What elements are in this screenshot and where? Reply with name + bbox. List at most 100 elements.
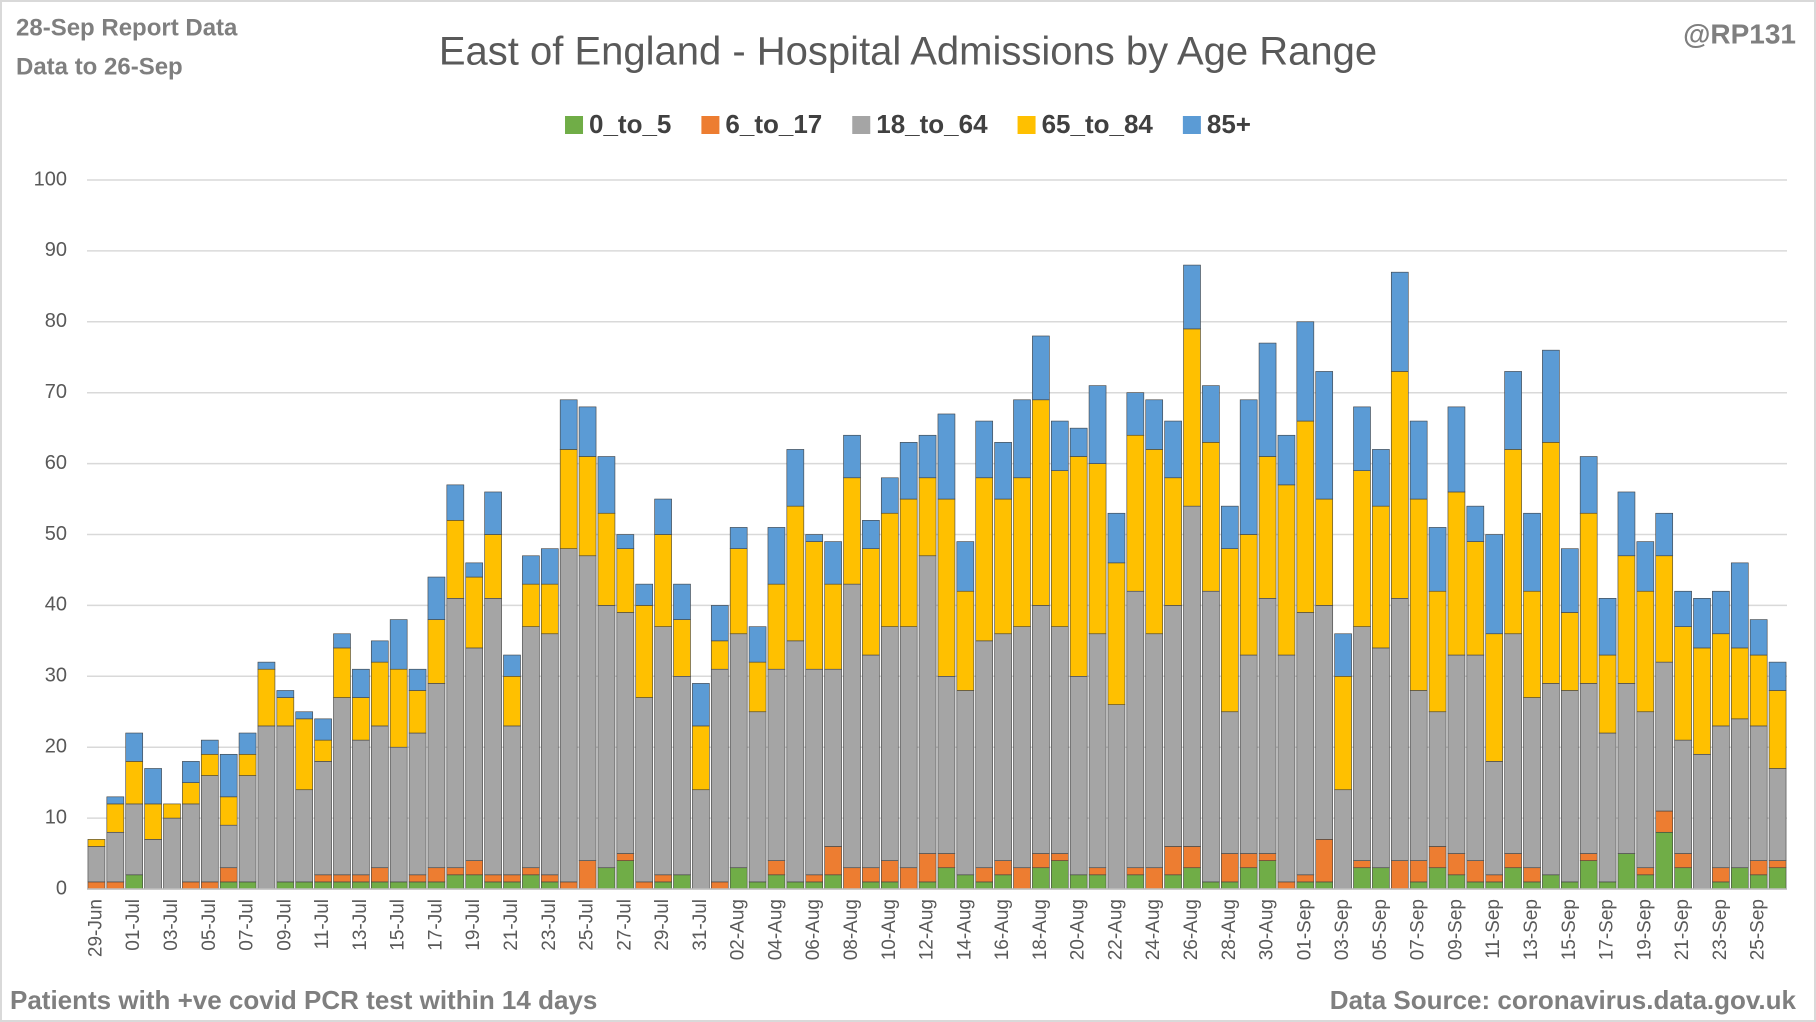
bar-segment	[654, 881, 672, 890]
bar-segment	[87, 839, 106, 847]
bar-segment	[200, 775, 219, 883]
bar-segment	[767, 860, 786, 876]
bar-segment	[144, 768, 162, 805]
bar-segment	[257, 725, 276, 890]
x-tick-label: 30-Aug	[1257, 899, 1278, 960]
bar-segment	[333, 647, 351, 698]
bar-segment	[219, 867, 238, 883]
bar-segment	[1315, 371, 1334, 500]
bar-segment	[389, 619, 408, 670]
bar-segment	[1617, 491, 1636, 557]
bar-segment	[937, 675, 956, 854]
bar-segment	[843, 583, 861, 869]
bar-segment	[1428, 590, 1447, 713]
bar-segment	[1636, 590, 1655, 713]
x-tick-label: 17-Sep	[1597, 899, 1618, 960]
bar-segment	[635, 605, 654, 698]
bar-segment	[484, 881, 502, 890]
bar-segment	[805, 534, 824, 542]
bar-segment	[1164, 477, 1182, 606]
bar-segment	[465, 860, 484, 876]
bar-segment	[578, 860, 597, 890]
x-tick-label: 31-Jul	[690, 899, 711, 951]
bar-segment	[994, 860, 1012, 876]
bar-segment	[1239, 853, 1258, 869]
bar-segment	[1032, 335, 1050, 401]
bar-segment	[1523, 512, 1541, 592]
x-tick-label: 03-Sep	[1332, 899, 1353, 960]
bar-segment	[1674, 626, 1692, 741]
bar-segment	[503, 881, 521, 890]
bar-segment	[635, 583, 654, 606]
bar-segment	[1032, 605, 1050, 854]
bar-segment	[1504, 633, 1522, 854]
bar-segment	[1504, 853, 1522, 869]
bar-segment	[1315, 839, 1334, 883]
bar-segment	[559, 399, 578, 450]
x-tick-label: 28-Aug	[1219, 899, 1240, 960]
bar-segment	[1372, 449, 1390, 507]
x-tick-label: 19-Sep	[1634, 899, 1655, 960]
bar-segment	[1655, 831, 1674, 890]
bar-segment	[673, 583, 691, 620]
bar-segment	[956, 541, 975, 592]
bar-segment	[1730, 867, 1749, 890]
bar-segment	[1220, 881, 1239, 890]
bar-segment	[673, 874, 691, 890]
bar-segment	[1428, 527, 1447, 592]
bar-segment	[805, 881, 824, 890]
bar-segment	[144, 803, 162, 840]
bar-segment	[446, 598, 465, 869]
bar-segment	[540, 548, 559, 585]
bar-segment	[824, 874, 842, 890]
bar-segment	[1617, 683, 1636, 854]
bar-segment	[1334, 789, 1352, 890]
bar-segment	[1126, 874, 1145, 890]
bar-segment	[1636, 867, 1655, 876]
bar-segment	[654, 498, 672, 535]
x-tick-label: 15-Jul	[388, 899, 409, 951]
bar-segment	[1485, 534, 1504, 635]
bar-segment	[125, 874, 144, 890]
bar-segment	[295, 711, 314, 720]
bar-segment	[824, 541, 842, 585]
bar-segment	[805, 874, 824, 883]
bar-segment	[880, 860, 899, 883]
bar-segment	[87, 881, 106, 890]
bar-segment	[654, 874, 672, 883]
bar-segment	[219, 824, 238, 869]
bar-segment	[465, 576, 484, 649]
bar-segment	[503, 874, 521, 883]
x-tick-label: 16-Aug	[992, 899, 1013, 960]
bar-segment	[106, 881, 125, 890]
bar-segment	[1088, 874, 1107, 890]
bar-segment	[937, 498, 956, 677]
bar-segment	[295, 789, 314, 883]
bar-segment	[1712, 881, 1730, 890]
bar-segment	[1277, 434, 1296, 486]
bar-segment	[1013, 477, 1031, 627]
bar-segment	[880, 477, 899, 514]
bar-segment	[163, 817, 181, 890]
bar-segment	[1069, 874, 1088, 890]
bar-segment	[1674, 853, 1692, 869]
x-tick-label: 20-Aug	[1068, 899, 1089, 960]
bar-segment	[843, 477, 861, 585]
bar-segment	[1560, 612, 1579, 691]
bar-segment	[1390, 271, 1409, 372]
bar-segment	[899, 867, 918, 890]
bar-segment	[1088, 633, 1107, 869]
bar-segment	[125, 803, 144, 876]
bar-segment	[1069, 427, 1088, 457]
legend-swatch	[1182, 116, 1201, 134]
bar-segment	[1107, 562, 1126, 705]
bar-segment	[1749, 860, 1768, 876]
bar-segment	[1768, 661, 1787, 691]
bar-segment	[370, 867, 389, 883]
bar-segment	[276, 881, 295, 890]
bar-segment	[522, 555, 540, 585]
bar-segment	[1088, 385, 1107, 464]
bar-segment	[257, 668, 276, 727]
x-tick-label: 29-Jun	[85, 899, 106, 957]
bar-segment	[540, 583, 559, 635]
